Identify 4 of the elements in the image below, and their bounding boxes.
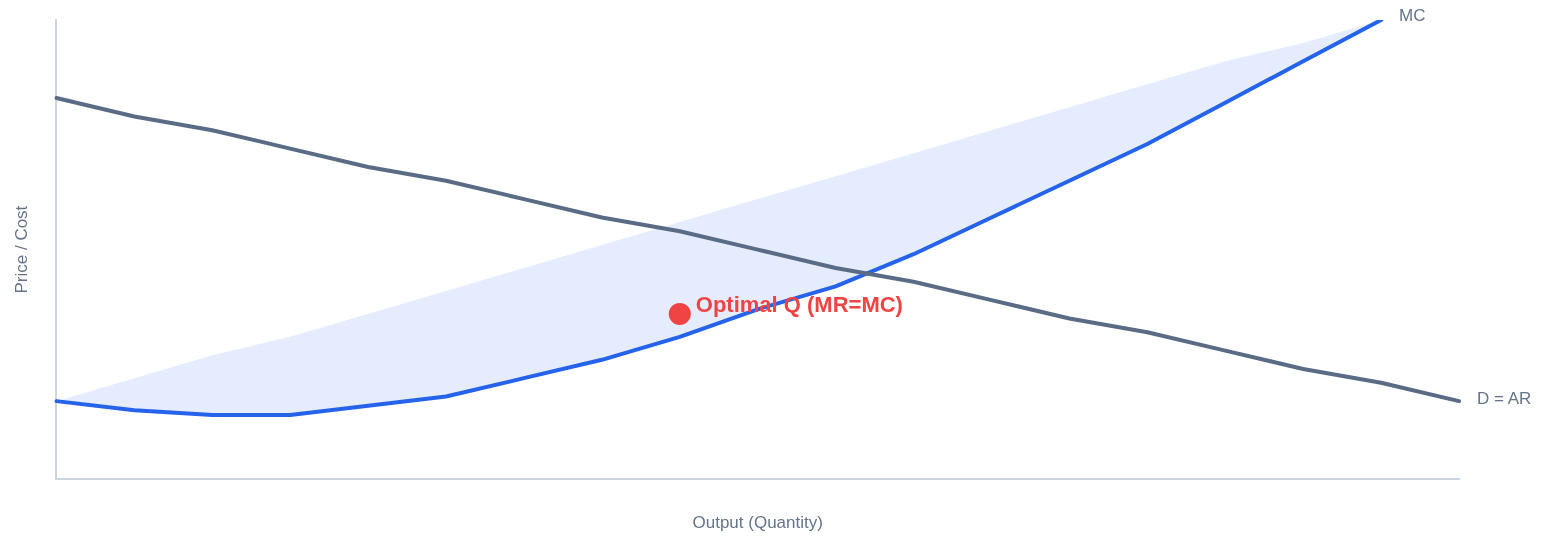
series-label: MC — [1399, 5, 1426, 25]
y-axis-title: Price / Cost — [11, 205, 31, 294]
x-axis-title: Output (Quantity) — [692, 513, 823, 533]
series-label: D = AR — [1477, 388, 1532, 408]
